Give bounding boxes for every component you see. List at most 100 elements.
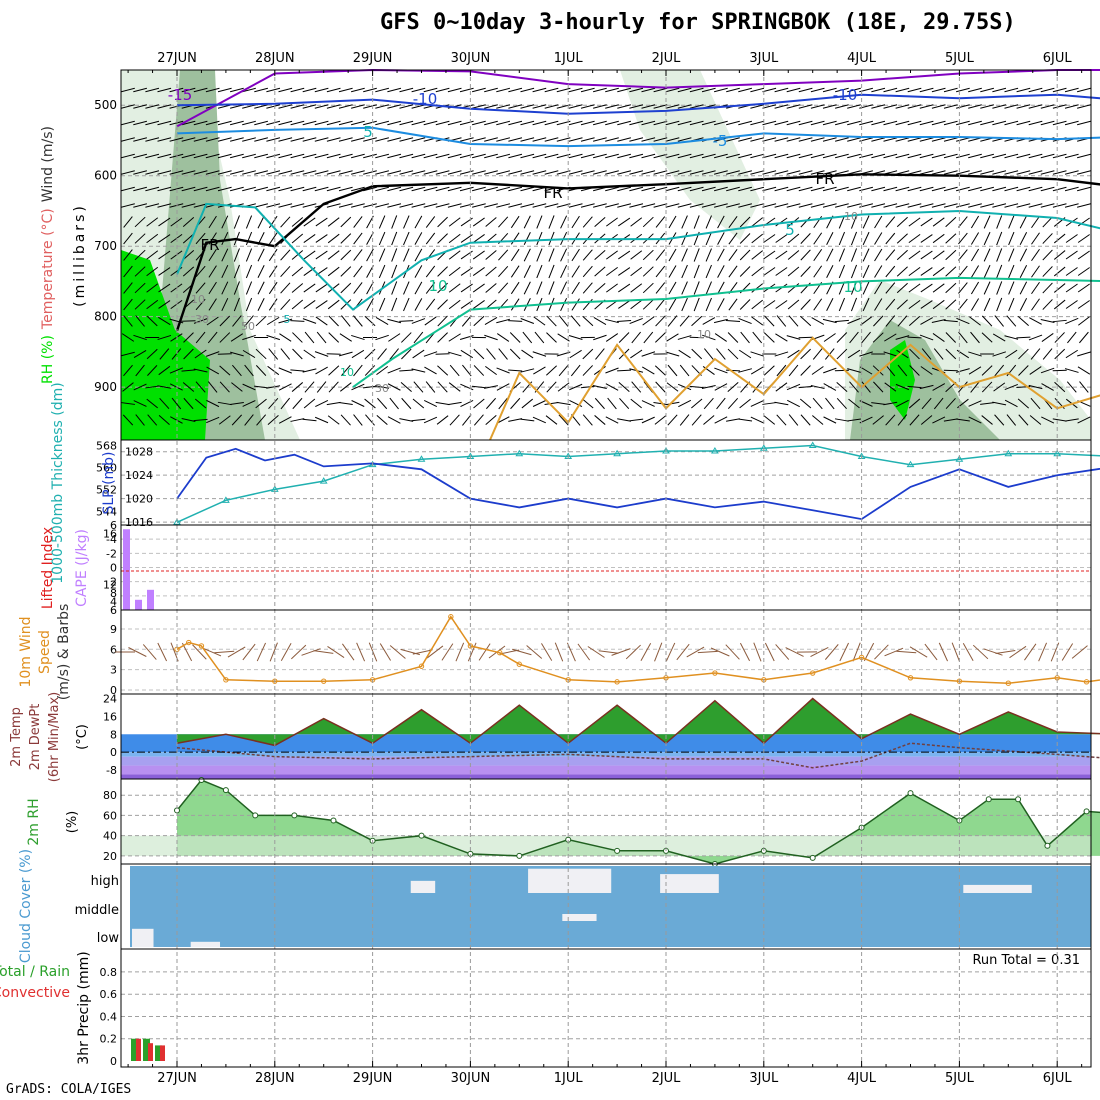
wind-barb	[399, 203, 414, 208]
wind-barb	[181, 87, 196, 93]
wind-barb	[665, 351, 680, 357]
wind-barb	[945, 266, 957, 277]
wind-barb	[290, 170, 305, 175]
rh2m-marker	[330, 817, 337, 824]
wind-barb	[183, 397, 194, 410]
temperature-tick-label: 24	[103, 692, 117, 705]
precip-convective-bar	[148, 1043, 153, 1061]
wind-barb	[836, 332, 848, 343]
wind10m-barb	[753, 642, 762, 662]
wind-barb	[353, 364, 363, 377]
wind-barb	[290, 418, 305, 422]
wind-barb	[536, 248, 543, 262]
wind-barb	[534, 331, 545, 344]
wind-barb	[280, 265, 291, 278]
wind-barb	[907, 104, 922, 109]
wind-barb	[693, 297, 700, 312]
wind-barb	[448, 299, 461, 310]
wind-barb	[423, 416, 438, 424]
contour-label: 10	[844, 210, 858, 223]
wind-barb	[701, 385, 716, 389]
wind-barb	[825, 397, 835, 410]
wind-barb	[592, 385, 607, 389]
wind-barb	[871, 203, 886, 208]
wind-barb	[387, 186, 402, 192]
wind-barb	[403, 215, 410, 229]
isotherm-line	[489, 336, 1100, 441]
wind-barb	[667, 315, 678, 327]
wind-barb	[353, 315, 363, 327]
wind-barb	[677, 137, 692, 142]
wind10m-barb	[214, 650, 235, 654]
wind-barb	[738, 137, 753, 142]
wind-barb	[919, 384, 934, 390]
wind-barb	[254, 120, 269, 126]
wind-barb	[668, 281, 677, 295]
wind-barb	[1054, 332, 1065, 343]
wind-barb	[1040, 203, 1055, 208]
wind-barb	[665, 104, 680, 109]
wind-barb	[303, 398, 316, 409]
wind-barb	[560, 264, 568, 279]
wind-barb	[170, 299, 183, 310]
wind-barb	[580, 120, 595, 126]
wind-barb	[943, 120, 958, 126]
wind-barb	[314, 186, 329, 192]
wind-barb	[496, 203, 511, 208]
wind-barb	[970, 281, 980, 295]
date-label-bottom: 29JUN	[353, 1071, 393, 1086]
wind-barb	[1077, 416, 1091, 424]
wind-barb	[834, 87, 849, 93]
wind-barb	[580, 153, 595, 159]
wind-barb	[1077, 300, 1090, 309]
wind-barb	[181, 153, 196, 159]
wind-barb	[121, 170, 135, 175]
wind-barb	[546, 315, 557, 327]
wind-barb	[169, 186, 184, 192]
wind-barb	[245, 297, 253, 312]
wind-barb	[1031, 281, 1040, 295]
wind-barb	[498, 348, 508, 360]
wind10m-barb	[896, 650, 917, 654]
wind-barb	[739, 249, 751, 261]
wind10m-barb	[863, 642, 875, 662]
wind-barb	[133, 203, 148, 208]
wind-barb	[437, 315, 448, 327]
wind-barb	[919, 104, 934, 109]
cape-ylabel: CAPE (J/kg)	[74, 529, 90, 607]
wind-barb	[823, 416, 837, 424]
wind-barb	[242, 104, 256, 109]
wind-barb	[339, 333, 352, 342]
wind-barb	[862, 248, 870, 262]
wind-barb	[557, 333, 570, 342]
wind-barb	[943, 418, 958, 422]
wind-barb	[689, 104, 704, 109]
rh2m-marker	[1044, 842, 1051, 849]
wind-barb	[653, 170, 668, 175]
wind10m-barb	[938, 642, 948, 662]
temperature-band	[121, 765, 1091, 775]
wind-barb	[956, 368, 970, 373]
wind-barb	[592, 87, 607, 93]
wind-barb	[826, 265, 834, 278]
wind-barb	[268, 348, 279, 360]
wind-barb	[391, 215, 398, 229]
wind10m-barb	[389, 645, 406, 659]
wind-barb	[968, 351, 982, 357]
wind-barb	[920, 283, 933, 293]
wind-barb	[435, 153, 450, 159]
wind-barb	[425, 298, 436, 311]
wind-barb	[424, 316, 437, 326]
wind-barb	[884, 382, 897, 392]
rh2m-band-low	[121, 835, 1091, 856]
wind-barb	[874, 281, 883, 295]
wind-barb	[849, 331, 859, 344]
wind-barb	[447, 186, 462, 192]
date-label-top: 4JUL	[847, 51, 877, 66]
wind-barb	[617, 203, 632, 208]
wind-barb	[689, 203, 704, 208]
wind-barb	[836, 397, 847, 410]
wind-barb	[800, 266, 811, 277]
wind-barb	[580, 87, 595, 93]
